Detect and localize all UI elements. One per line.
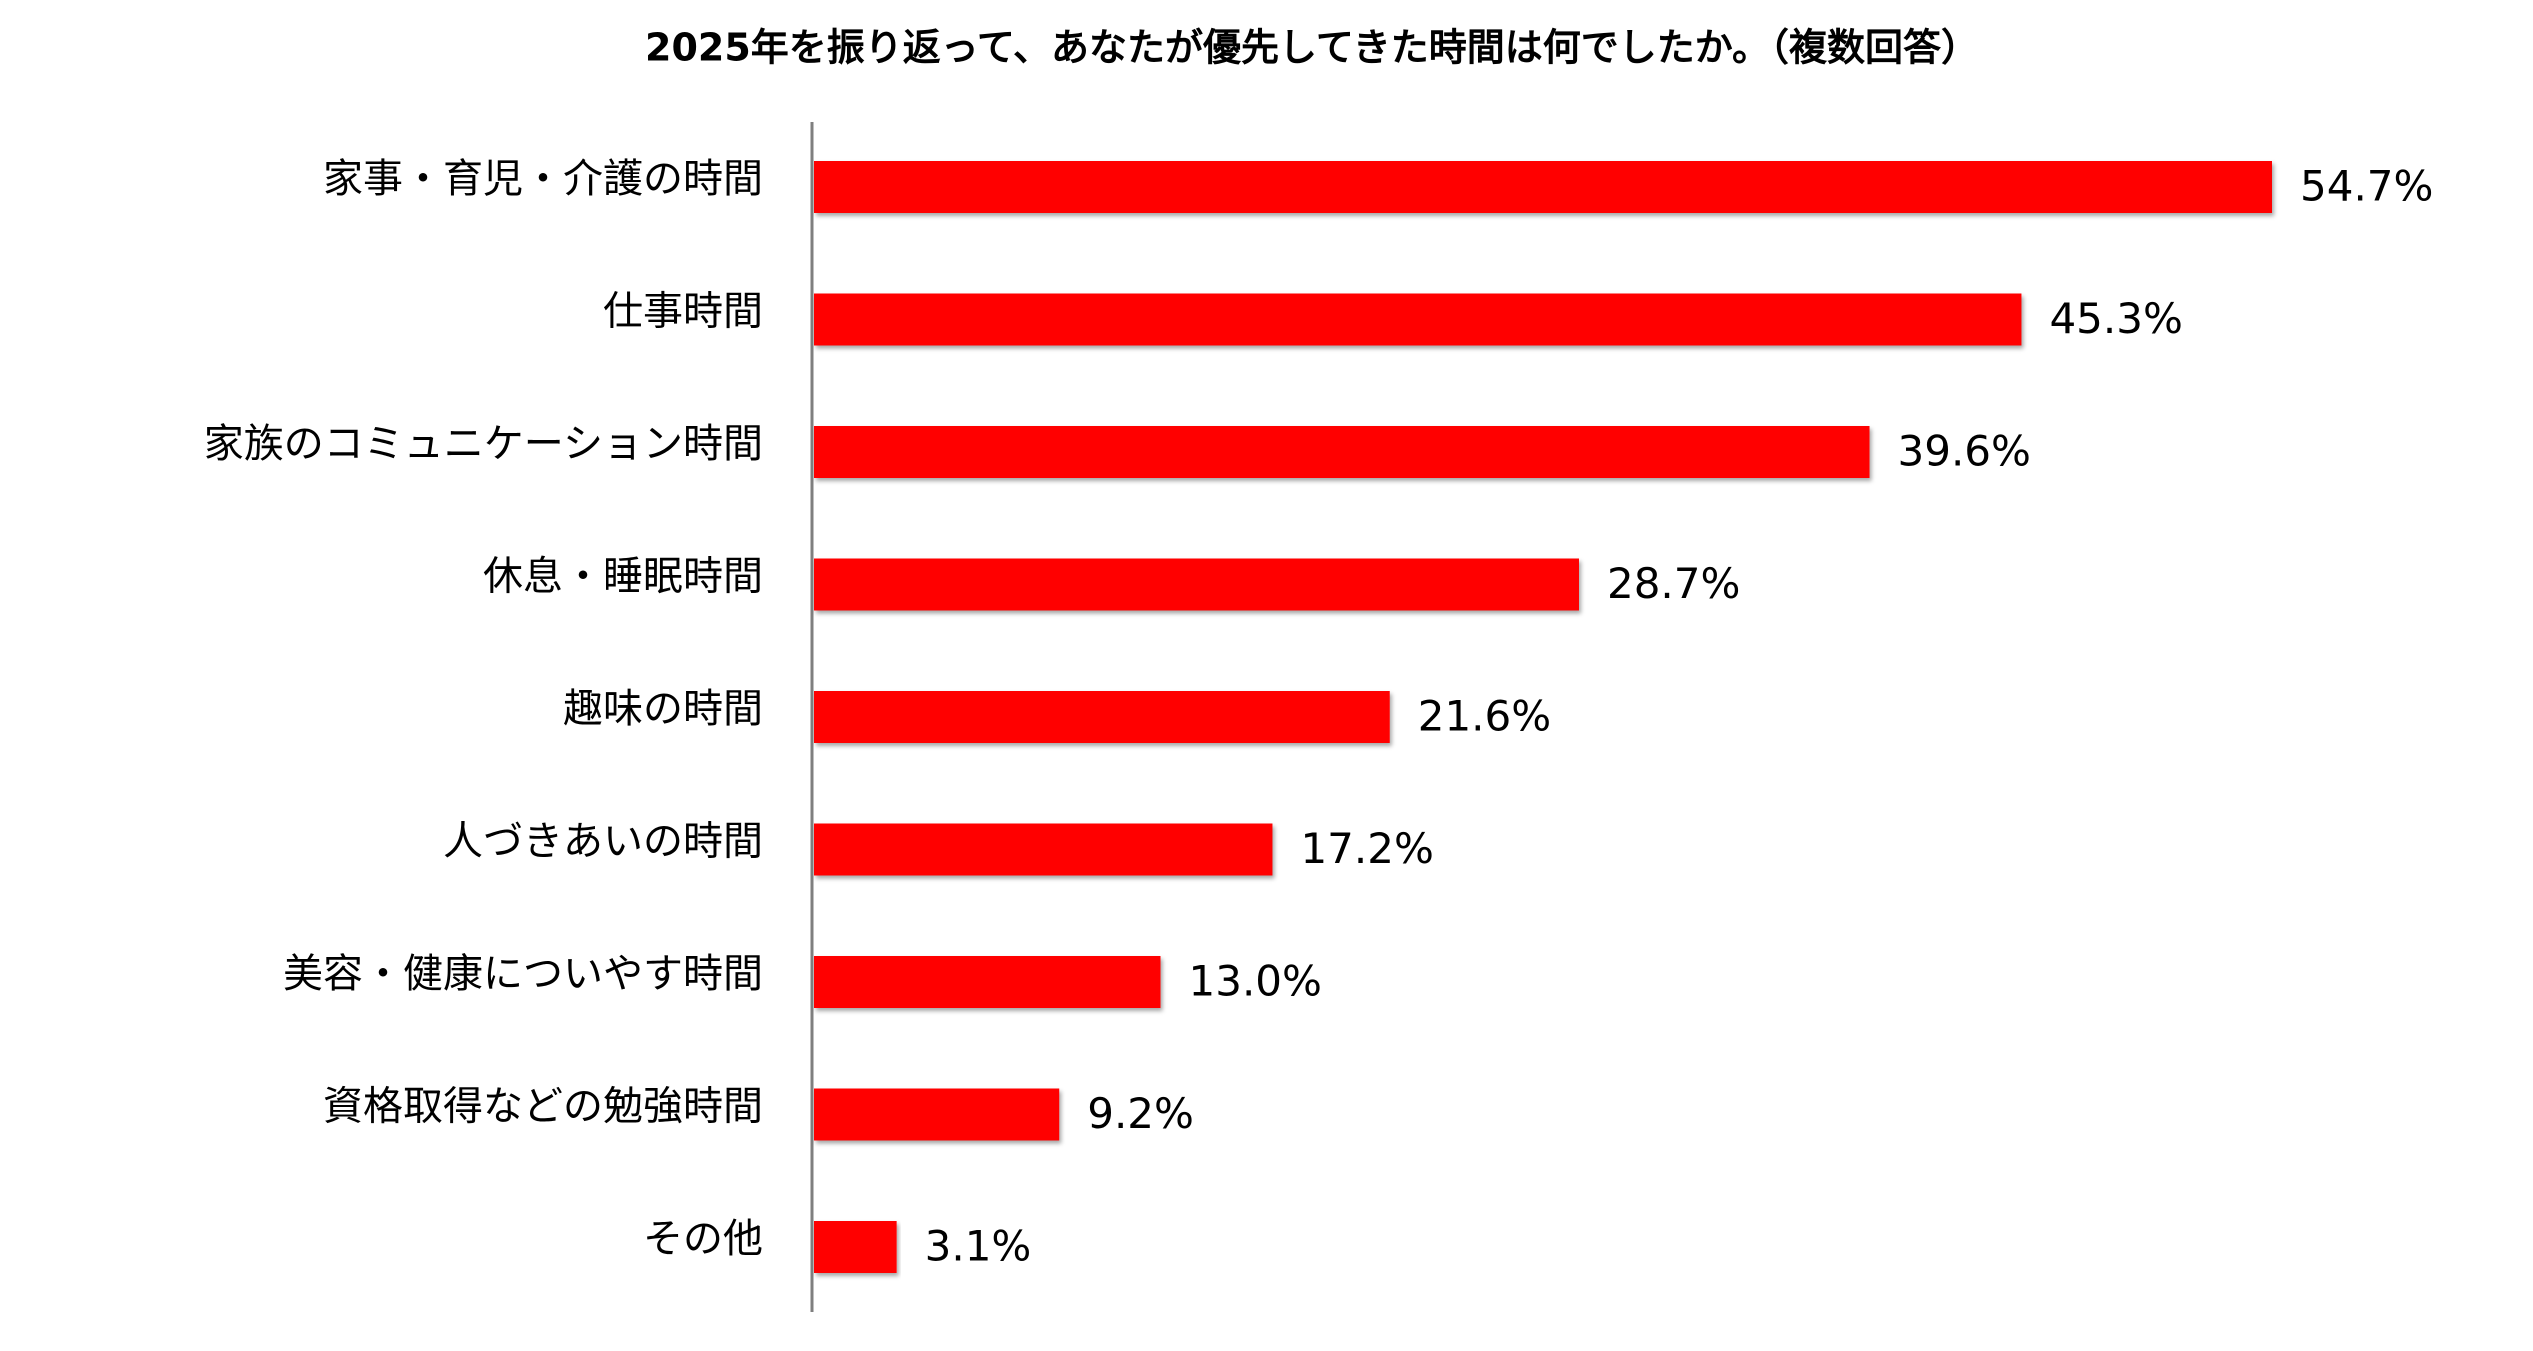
bar [814,956,1161,1008]
category-label: 休息・睡眠時間 [483,554,763,600]
bar [814,293,2022,346]
bar [814,691,1390,743]
value-label: 45.3% [2049,294,2182,343]
category-label: 家族のコミュニケーション時間 [204,421,763,467]
value-label: 54.7% [2300,162,2433,211]
value-label: 28.7% [1607,559,1740,608]
bar [814,823,1273,876]
bar [814,161,2272,213]
category-label: 趣味の時間 [563,686,763,732]
category-label: 人づきあいの時間 [443,819,763,865]
value-label: 21.6% [1418,692,1551,741]
category-label: 美容・健康についやす時間 [283,951,763,997]
value-label: 3.1% [925,1222,1032,1271]
bar [814,426,1870,478]
value-label: 9.2% [1087,1089,1194,1138]
bar [814,1221,897,1273]
bar [814,558,1579,611]
value-label: 13.0% [1189,957,1322,1006]
category-label: 仕事時間 [603,289,763,335]
category-label: 資格取得などの勉強時間 [323,1084,763,1130]
value-label: 17.2% [1300,824,1433,873]
category-label: その他 [643,1216,763,1262]
bar [814,1088,1060,1141]
value-label: 39.6% [1898,427,2031,476]
category-label: 家事・育児・介護の時間 [323,156,763,202]
chart-title: 2025年を振り返って、あなたが優先してきた時間は何でしたか。（複数回答） [645,26,1979,70]
